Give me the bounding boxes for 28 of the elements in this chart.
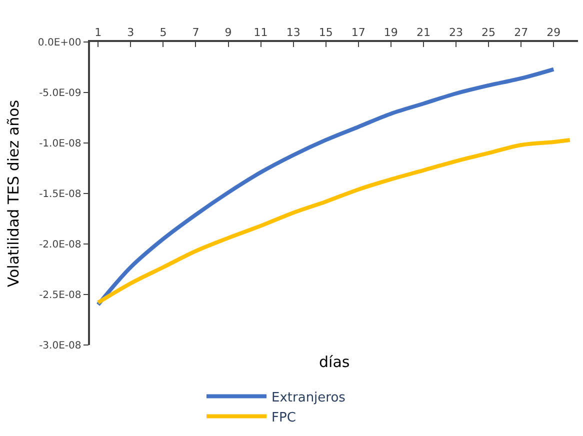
x-tick-label: 13 bbox=[286, 26, 300, 39]
legend-label: Extranjeros bbox=[272, 390, 346, 406]
x-tick-label: 21 bbox=[416, 26, 430, 39]
line-series bbox=[96, 138, 572, 305]
x-tick-label: 1 bbox=[94, 26, 102, 39]
legend-label: FPC bbox=[272, 410, 296, 426]
line-series bbox=[96, 67, 556, 307]
x-tick-label: 17 bbox=[351, 26, 366, 39]
y-tick-label: -5.0E-09 bbox=[39, 88, 82, 99]
x-tick-label: 23 bbox=[449, 26, 463, 39]
x-tick-label: 9 bbox=[224, 26, 232, 39]
x-axis-title: días bbox=[319, 353, 350, 371]
y-axis-title: Volatilidad TES diez años bbox=[4, 100, 23, 288]
y-tick-label: -3.0E-08 bbox=[39, 340, 82, 352]
x-tick-label: 15 bbox=[318, 26, 333, 39]
x-tick-label: 19 bbox=[384, 26, 398, 39]
x-tick-label: 11 bbox=[254, 26, 268, 39]
x-tick-label: 25 bbox=[482, 26, 496, 39]
y-tick-label: 0.0E+00 bbox=[38, 38, 82, 48]
x-tick-label: 3 bbox=[127, 26, 134, 39]
x-tick-label: 27 bbox=[514, 26, 528, 39]
x-tick-label: 7 bbox=[192, 26, 200, 39]
y-tick-label: -2.0E-08 bbox=[39, 240, 82, 250]
y-tick-label: -1.5E-08 bbox=[39, 189, 82, 200]
y-tick-label: -1.0E-08 bbox=[39, 138, 82, 150]
x-tick-label: 29 bbox=[546, 26, 561, 39]
x-tick-label: 5 bbox=[160, 26, 167, 39]
y-tick-label: -2.5E-08 bbox=[39, 290, 82, 301]
